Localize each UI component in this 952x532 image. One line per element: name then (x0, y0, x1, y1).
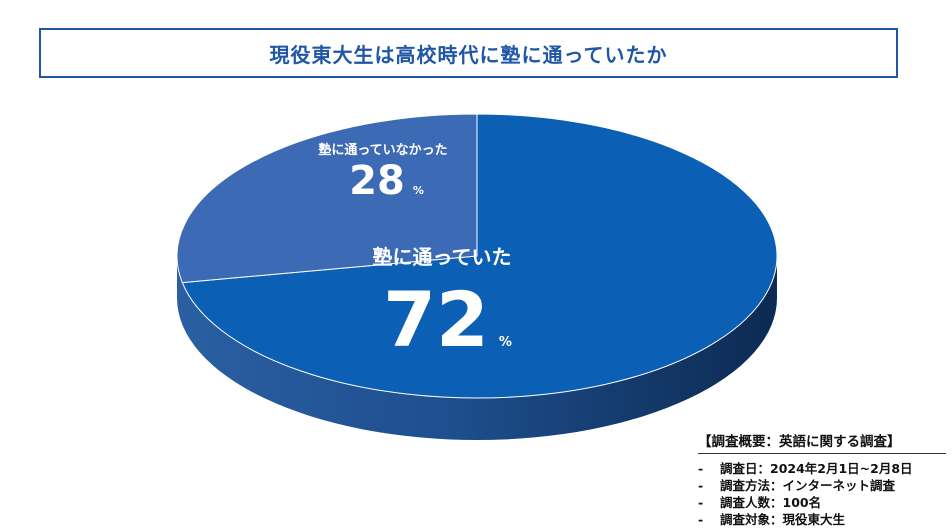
slice-value: 28 (349, 158, 405, 204)
page-title: 現役東大生は高校時代に塾に通っていたか (269, 42, 668, 67)
notes-text: 調査方法：インターネット調査 (720, 478, 896, 493)
notes-item: - 調査日：2024年2月1日~2月8日 (698, 460, 946, 477)
notes-text: 調査日：2024年2月1日~2月8日 (720, 461, 913, 476)
pie-slice-1 (181, 113, 778, 399)
notes-bullet: - (698, 478, 704, 493)
notes-bullet: - (698, 495, 704, 510)
slice-value: 72 (383, 275, 489, 364)
slice-unit: % (413, 184, 424, 197)
title-box: 現役東大生は高校時代に塾に通っていたか (39, 28, 898, 78)
pie-side-wall (177, 256, 777, 440)
notes-text: 調査人数：100名 (720, 495, 822, 510)
notes-heading: 【調査概要：英語に関する調査】 (698, 430, 946, 454)
notes-item: - 調査人数：100名 (698, 494, 946, 511)
notes-item: - 調査対象：現役東大生 (698, 511, 946, 528)
notes-bullet: - (698, 461, 704, 476)
notes-item: - 調査方法：インターネット調査 (698, 477, 946, 494)
notes-text: 調査対象：現役東大生 (720, 512, 846, 527)
slice-label: 塾に通っていた (373, 245, 512, 269)
survey-notes: 【調査概要：英語に関する調査】 - 調査日：2024年2月1日~2月8日 - 調査方… (698, 430, 946, 528)
notes-list: - 調査日：2024年2月1日~2月8日 - 調査方法：インターネット調査 - 調査人… (698, 460, 946, 528)
slice-unit: % (499, 335, 512, 350)
slice-label: 塾に通っていなかった (318, 142, 447, 158)
notes-bullet: - (698, 512, 704, 527)
pie-slice-2 (176, 113, 478, 284)
